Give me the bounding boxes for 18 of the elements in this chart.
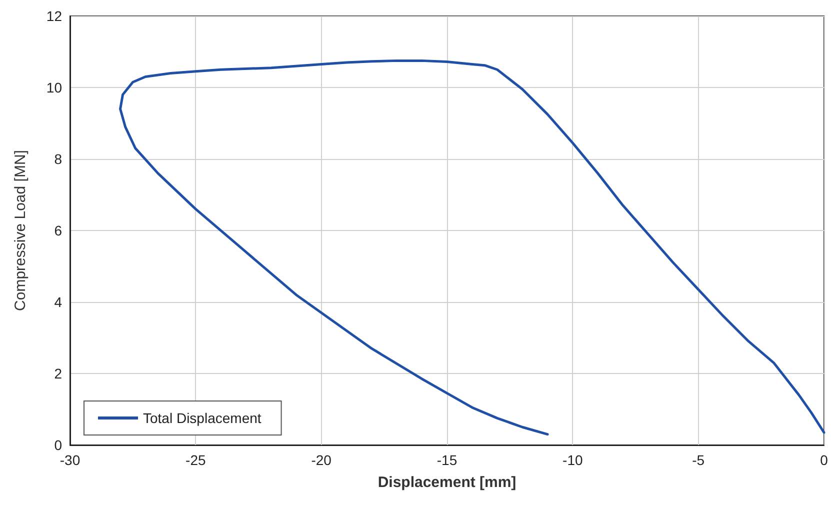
y-tick-label: 12 xyxy=(46,8,62,24)
x-tick-label: -20 xyxy=(311,452,332,468)
x-tick-label: -5 xyxy=(692,452,705,468)
legend-label: Total Displacement xyxy=(143,410,262,426)
x-axis-title: Displacement [mm] xyxy=(378,474,516,491)
x-tick-label: -25 xyxy=(186,452,206,468)
x-tick-label: -30 xyxy=(60,452,80,468)
y-tick-label: 10 xyxy=(46,80,62,96)
y-tick-label: 0 xyxy=(54,437,62,453)
y-tick-label: 8 xyxy=(54,151,62,167)
x-tick-label: 0 xyxy=(820,452,828,468)
y-tick-label: 4 xyxy=(54,294,62,310)
y-tick-label: 6 xyxy=(54,222,62,238)
x-tick-label: -15 xyxy=(436,452,458,468)
y-tick-label: 2 xyxy=(54,366,62,382)
y-axis-title: Compressive Load [MN] xyxy=(12,150,29,311)
line-series xyxy=(119,59,826,436)
x-tick-label: -10 xyxy=(562,452,583,468)
